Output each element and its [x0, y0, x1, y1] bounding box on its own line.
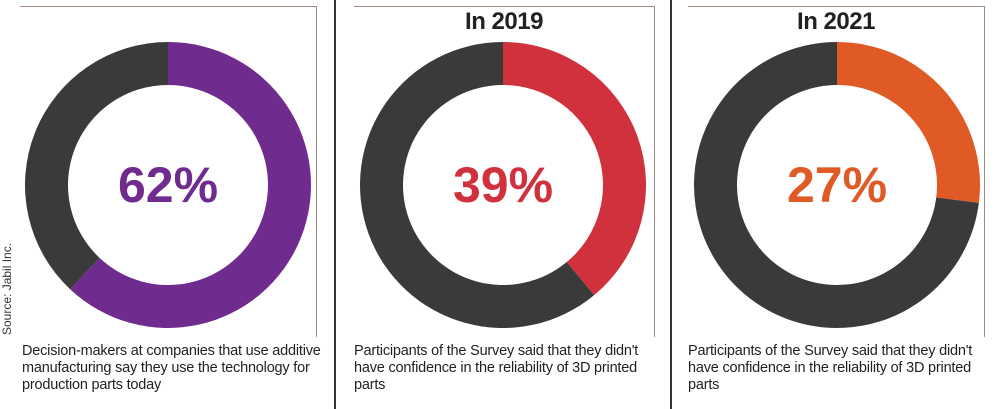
donut-segments: [360, 42, 646, 329]
panel-3: In 2021 27% Participants of the Survey s…: [672, 0, 1000, 409]
panel-2: In 2019 39% Participants of the Survey s…: [336, 0, 670, 409]
donut-slice-highlight: [837, 42, 980, 203]
donut-slice-highlight: [70, 42, 311, 328]
panel-caption: Decision-makers at companies that use ad…: [22, 343, 321, 393]
donut-chart-2: 39%: [360, 42, 646, 329]
donut-value-label: 27%: [787, 157, 887, 213]
panel-frame: [688, 6, 985, 337]
panel-caption: Participants of the Survey said that the…: [354, 343, 639, 393]
donut-chart-3: 27%: [694, 42, 980, 329]
divider: [334, 0, 336, 409]
donut-slice-highlight: [503, 42, 646, 296]
divider: [670, 0, 672, 409]
donut-slice-remainder: [694, 42, 979, 329]
donut-value-label: 39%: [453, 157, 553, 213]
donut-segments: [694, 42, 980, 329]
panel-frame: [20, 6, 317, 337]
panel-1: 62% Decision-makers at companies that us…: [0, 0, 330, 409]
panel-frame: [354, 6, 655, 337]
donut-slice-remainder: [360, 42, 595, 329]
panel-caption: Participants of the Survey said that the…: [688, 343, 973, 393]
donut-chart-1: 62%: [24, 42, 311, 328]
donut-value-label: 62%: [118, 157, 218, 213]
year-label: In 2021: [797, 8, 875, 35]
donut-segments: [24, 42, 311, 328]
year-label: In 2019: [465, 8, 543, 35]
donut-slice-remainder: [24, 42, 169, 290]
